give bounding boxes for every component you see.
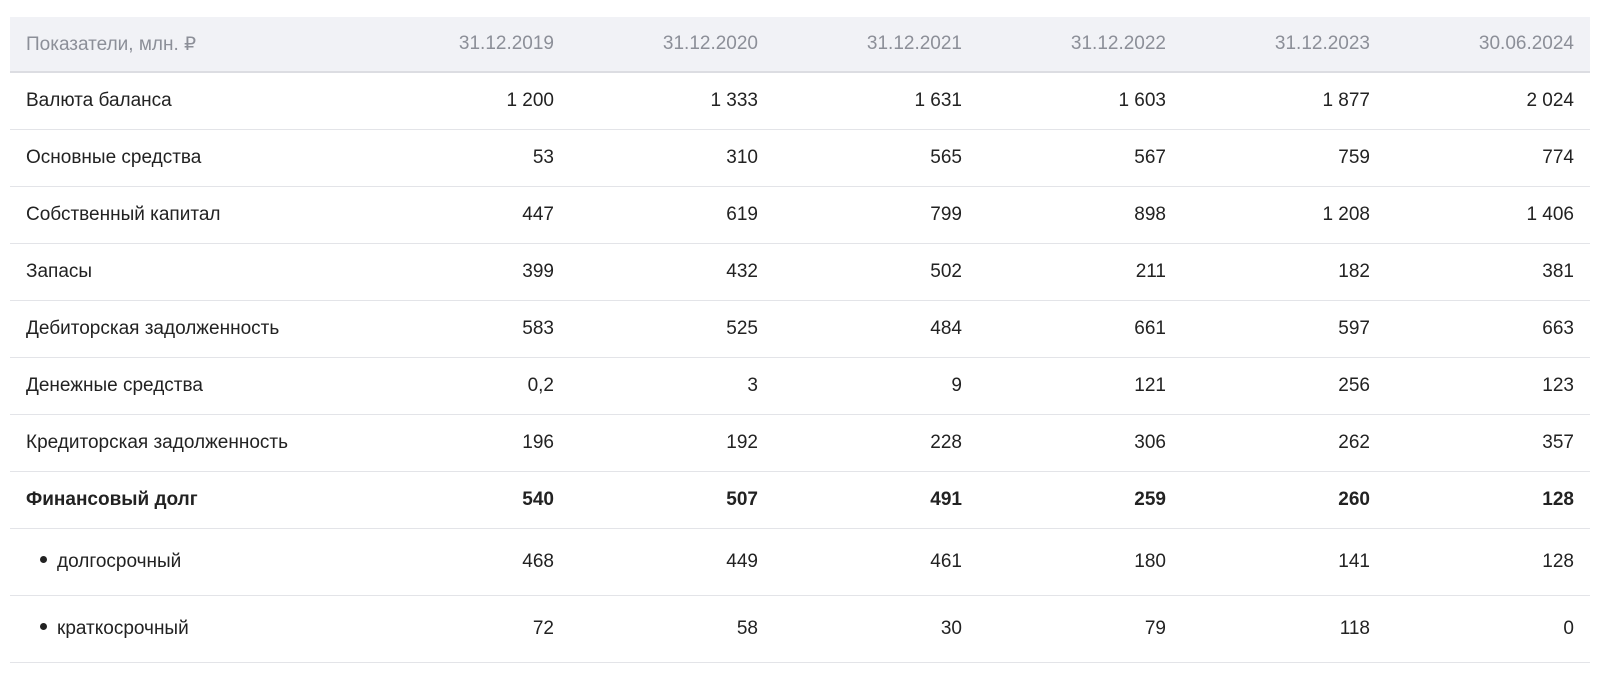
cell-value: 228 [774,414,978,472]
cell-value: 192 [570,414,774,472]
cell-value: 381 [1386,243,1590,301]
cell-value: 567 [978,129,1182,187]
row-label-cell: краткосрочный [10,595,366,663]
cell-value: 72 [366,595,570,663]
cell-value: 121 [978,357,1182,415]
cell-value: 128 [1386,471,1590,529]
table-row: Дебиторская задолженность 583 525 484 66… [10,300,1590,358]
cell-value: 256 [1182,357,1386,415]
cell-value: 1 877 [1182,72,1386,130]
cell-value: 399 [366,243,570,301]
table-row: Основные средства 53 310 565 567 759 774 [10,129,1590,187]
cell-value: 79 [978,595,1182,663]
cell-value: 9 [774,357,978,415]
header-date: 31.12.2019 [366,17,570,73]
row-label: краткосрочный [57,617,189,639]
cell-value: 449 [570,528,774,596]
cell-value: 128 [1386,528,1590,596]
cell-value: 661 [978,300,1182,358]
header-date: 30.06.2024 [1386,17,1590,73]
bullet-icon [40,623,47,631]
bullet-icon [40,556,47,564]
cell-value: 0,2 [366,357,570,415]
table-row: Кредиторская задолженность 196 192 228 3… [10,414,1590,472]
table-row-total-debt: Финансовый долг 540 507 491 259 260 128 [10,471,1590,529]
cell-value: 310 [570,129,774,187]
cell-value: 260 [1182,471,1386,529]
table-row: Валюта баланса 1 200 1 333 1 631 1 603 1… [10,72,1590,130]
balance-sheet-table: Показатели, млн. ₽ 31.12.2019 31.12.2020… [10,17,1590,663]
cell-value: 58 [570,595,774,663]
cell-value: 502 [774,243,978,301]
header-date: 31.12.2023 [1182,17,1386,73]
cell-value: 461 [774,528,978,596]
table-row-sub: долгосрочный 468 449 461 180 141 128 [10,528,1590,596]
cell-value: 484 [774,300,978,358]
cell-value: 211 [978,243,1182,301]
row-label: Денежные средства [10,357,366,415]
cell-value: 565 [774,129,978,187]
cell-value: 2 024 [1386,72,1590,130]
header-indicator: Показатели, млн. ₽ [10,17,366,73]
cell-value: 898 [978,186,1182,244]
table-row: Запасы 399 432 502 211 182 381 [10,243,1590,301]
header-date: 31.12.2021 [774,17,978,73]
cell-value: 540 [366,471,570,529]
cell-value: 53 [366,129,570,187]
cell-value: 1 406 [1386,186,1590,244]
cell-value: 468 [366,528,570,596]
cell-value: 774 [1386,129,1590,187]
row-label: Основные средства [10,129,366,187]
cell-value: 1 208 [1182,186,1386,244]
table-row-sub: краткосрочный 72 58 30 79 118 0 [10,595,1590,663]
header-date: 31.12.2020 [570,17,774,73]
cell-value: 141 [1182,528,1386,596]
row-label: долгосрочный [57,550,182,572]
cell-value: 262 [1182,414,1386,472]
cell-value: 1 603 [978,72,1182,130]
cell-value: 180 [978,528,1182,596]
row-label: Собственный капитал [10,186,366,244]
row-label-cell: долгосрочный [10,528,366,596]
cell-value: 123 [1386,357,1590,415]
cell-value: 196 [366,414,570,472]
cell-value: 663 [1386,300,1590,358]
row-label: Запасы [10,243,366,301]
cell-value: 1 200 [366,72,570,130]
cell-value: 306 [978,414,1182,472]
cell-value: 759 [1182,129,1386,187]
table-header-row: Показатели, млн. ₽ 31.12.2019 31.12.2020… [10,17,1590,73]
row-label: Дебиторская задолженность [10,300,366,358]
cell-value: 799 [774,186,978,244]
cell-value: 507 [570,471,774,529]
cell-value: 357 [1386,414,1590,472]
balance-table-container: Показатели, млн. ₽ 31.12.2019 31.12.2020… [10,17,1590,663]
cell-value: 597 [1182,300,1386,358]
cell-value: 619 [570,186,774,244]
row-label: Кредиторская задолженность [10,414,366,472]
table-row: Денежные средства 0,2 3 9 121 256 123 [10,357,1590,415]
cell-value: 1 333 [570,72,774,130]
cell-value: 447 [366,186,570,244]
cell-value: 30 [774,595,978,663]
row-label: Валюта баланса [10,72,366,130]
row-label: Финансовый долг [10,471,366,529]
cell-value: 0 [1386,595,1590,663]
cell-value: 1 631 [774,72,978,130]
cell-value: 432 [570,243,774,301]
cell-value: 259 [978,471,1182,529]
cell-value: 491 [774,471,978,529]
cell-value: 525 [570,300,774,358]
header-date: 31.12.2022 [978,17,1182,73]
table-row: Собственный капитал 447 619 799 898 1 20… [10,186,1590,244]
cell-value: 3 [570,357,774,415]
cell-value: 182 [1182,243,1386,301]
cell-value: 583 [366,300,570,358]
cell-value: 118 [1182,595,1386,663]
